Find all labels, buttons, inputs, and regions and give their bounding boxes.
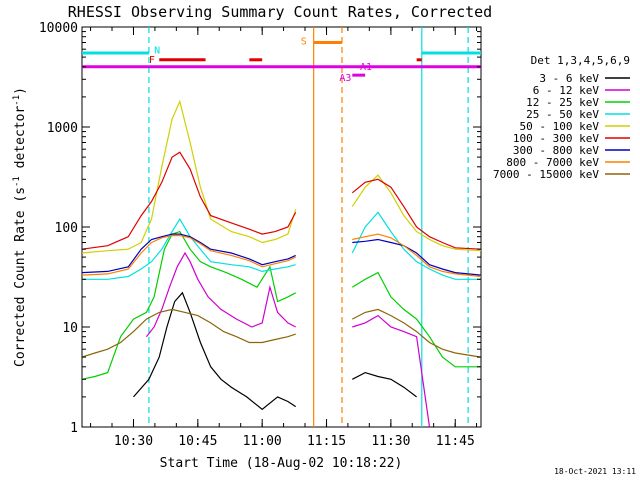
y-axis-label-start: Corrected Count Rate (s <box>13 187 28 367</box>
series-group <box>81 99 482 428</box>
legend-label-2: 12 - 25 keV <box>526 96 599 109</box>
series-line-4-b <box>351 174 482 252</box>
flag-label-0: N <box>154 46 160 57</box>
legend-label-6: 300 - 800 keV <box>513 144 599 157</box>
flags-group: NF S A1 A3 <box>82 36 481 84</box>
legend-label-3: 25 - 50 keV <box>526 108 599 121</box>
x-tick-label-1: 10:45 <box>178 434 217 449</box>
legend-label-0: 3 - 6 keV <box>539 72 599 85</box>
series-line-5-a <box>81 151 297 250</box>
x-axis: 10:30 10:45 11:00 11:15 11:30 11:45 <box>90 27 478 449</box>
legend-title: Det 1,3,4,5,6,9 <box>531 54 630 67</box>
y-axis-label-sup2: -1 <box>12 95 22 106</box>
series-line-2-b <box>351 271 481 368</box>
series-line-0-a <box>133 291 297 411</box>
timestamp: 18-Oct-2021 13:11 <box>554 467 636 476</box>
series-line-5-b <box>351 178 482 250</box>
y-tick-label-2: 100 <box>55 221 78 236</box>
x-tick-label-0: 10:30 <box>114 434 153 449</box>
legend-label-4: 50 - 100 keV <box>520 120 600 133</box>
series-line-7-b <box>352 233 482 278</box>
x-axis-label: Start Time (18-Aug-02 10:18:22) <box>160 456 403 471</box>
flag-label-3: A1 <box>360 62 372 73</box>
legend-label-7: 800 - 7000 keV <box>506 156 599 169</box>
flag-label-2: S <box>301 36 307 47</box>
attenuator-lines <box>148 27 469 427</box>
legend-label-8: 7000 - 15000 keV <box>493 168 599 181</box>
y-tick-label-3: 1000 <box>47 121 78 136</box>
y-tick-label-4: 10000 <box>39 21 78 36</box>
y-tick-label-1: 10 <box>62 321 78 336</box>
x-tick-label-4: 11:30 <box>371 434 410 449</box>
series-line-8-a <box>81 308 296 358</box>
series-line-7-a <box>81 235 296 276</box>
series-line-6-a <box>81 233 296 274</box>
legend-label-5: 100 - 300 keV <box>513 132 599 145</box>
flag-label-4: A3 <box>339 73 351 84</box>
series-line-1-b <box>352 314 431 428</box>
series-line-2-a <box>81 230 296 380</box>
legend-label-1: 6 - 12 keV <box>533 84 600 97</box>
series-line-1-a <box>145 251 296 338</box>
series-line-8-b <box>352 308 482 358</box>
y-axis: 1 10 100 1000 10000 <box>39 21 481 436</box>
y-axis-label-sup1: -1 <box>12 176 22 187</box>
y-axis-label-end: ) <box>13 87 28 95</box>
y-axis-label-mid: detector <box>13 106 28 177</box>
chart-title: RHESSI Observing Summary Count Rates, Co… <box>68 3 492 21</box>
series-line-4-a <box>81 99 297 254</box>
x-tick-label-3: 11:15 <box>307 434 346 449</box>
x-tick-label-2: 11:00 <box>243 434 282 449</box>
flag-label-1: F <box>149 55 155 66</box>
x-tick-label-5: 11:45 <box>436 434 475 449</box>
y-tick-label-0: 1 <box>70 421 78 436</box>
y-axis-label: Corrected Count Rate (s-1 detector-1) <box>12 87 28 367</box>
series-line-0-b <box>352 371 417 398</box>
series-line-6-b <box>352 238 482 276</box>
series-line-3-b <box>351 211 481 280</box>
